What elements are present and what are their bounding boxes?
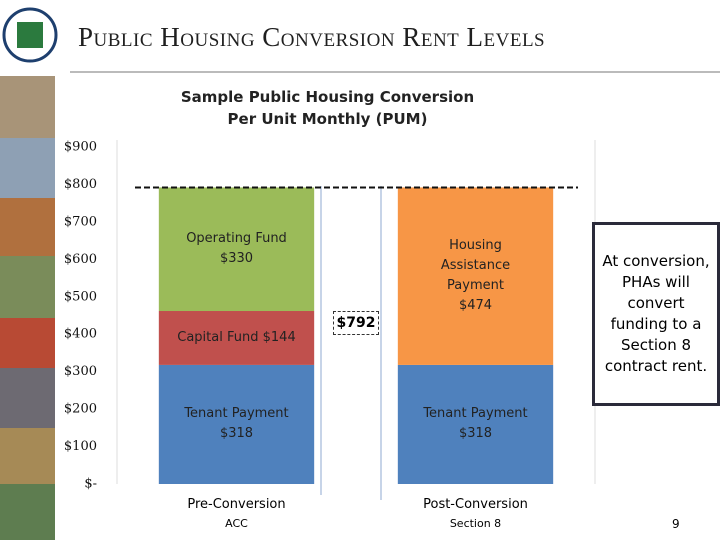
y-tick-label: $700 (64, 214, 97, 229)
value-label: $330 (219, 251, 254, 267)
value-label: $318 (458, 426, 493, 442)
bar-segment (158, 311, 315, 365)
bar-segment (158, 364, 315, 484)
value-label: $144 (262, 329, 296, 345)
photo-strip (0, 76, 55, 540)
bar-segment (158, 187, 315, 312)
total-label: $792 (333, 311, 379, 335)
x-sublabel: ACC (225, 517, 248, 530)
x-sublabel: Section 8 (449, 517, 502, 530)
callout: At conversion, PHAs will convert funding… (592, 222, 720, 406)
logo-house (17, 22, 43, 48)
y-tick-label: $900 (64, 140, 97, 155)
y-tick-label: $300 (64, 364, 97, 379)
y-tick-label: $200 (64, 402, 97, 417)
y-tick-label: $600 (64, 252, 97, 267)
segment-label: Housing Assistance Payment $474 (431, 236, 521, 316)
y-tick-label: $400 (64, 327, 97, 342)
chart-title: Sample Public Housing Conversion Per Uni… (180, 88, 475, 128)
y-tick-label: $- (84, 477, 97, 492)
value-label: $318 (219, 426, 254, 442)
series-name: Tenant Payment (184, 406, 289, 422)
y-tick-label: $800 (64, 177, 97, 192)
series-name: Capital Fund (177, 329, 259, 345)
segment-label: Tenant Payment $318 (413, 404, 538, 444)
series-name: Tenant Payment (423, 406, 528, 422)
segment-label: Operating Fund $330 (174, 229, 299, 269)
series-name: Operating Fund (186, 231, 287, 247)
y-tick-label: $500 (64, 289, 97, 304)
segment-label: Tenant Payment $318 (174, 404, 299, 444)
slide-title: Public Housing Conversion Rent Levels (78, 22, 546, 52)
series-name: Housing Assistance Payment (440, 238, 511, 294)
bar-segment (397, 187, 554, 365)
value-label: $474 (458, 298, 493, 314)
bar-segment (397, 364, 554, 484)
x-tick-label: Pre-Conversion (187, 497, 286, 512)
x-tick-label: Post-Conversion (423, 497, 528, 512)
segment-label: Capital Fund $144 (174, 328, 299, 348)
y-tick-label: $100 (64, 439, 97, 454)
page-number: 9 (672, 517, 680, 531)
